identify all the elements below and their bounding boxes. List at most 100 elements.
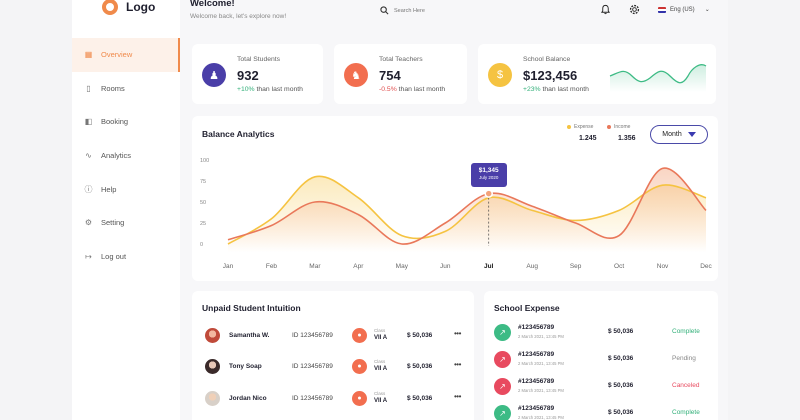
class-value: VII A — [374, 398, 388, 404]
chart-tooltip: $1,345 July 2020 — [470, 162, 507, 187]
analytics-title: Balance Analytics — [202, 129, 275, 139]
class-label: Class — [374, 359, 386, 364]
top-header: Welcome! Welcome back, let's explore now… — [180, 0, 728, 36]
expense-id: #123456789 — [518, 378, 555, 385]
x-tick-label: Jul — [484, 263, 494, 270]
x-tick-label: Jun — [440, 263, 451, 270]
legend-expense-value: 1.245 — [579, 135, 597, 142]
gear-icon: ⚙ — [84, 218, 93, 228]
student-name: Samantha W. — [229, 332, 270, 339]
highlight-point[interactable] — [484, 189, 493, 198]
page-title: Welcome! — [190, 0, 235, 9]
balance-analytics-card: Balance Analytics Expense 1.245 Income 1… — [192, 116, 718, 281]
list-item[interactable]: ↗ #123456789 2 March 2021, 13:45 PM $ 50… — [484, 346, 718, 373]
trend-up-icon: ↗ — [494, 378, 511, 395]
more-icon[interactable]: ••• — [454, 360, 461, 369]
sidebar-item-help[interactable]: ⓘ Help — [72, 172, 180, 206]
section-title: Unpaid Student Intuition — [202, 303, 301, 313]
coins-icon: $ — [488, 63, 512, 87]
grid-icon: ▦ — [84, 50, 93, 60]
chevron-down-icon: ⌄ — [704, 7, 710, 13]
class-value: VII A — [374, 366, 388, 372]
x-tick-label: Dec — [700, 263, 712, 270]
stat-value: 932 — [237, 68, 259, 83]
series-line-expense — [227, 175, 707, 245]
teacher-icon: ♞ — [344, 63, 368, 87]
user-icon: ● — [352, 391, 367, 406]
stat-change: +10% than last month — [237, 86, 303, 93]
series-area-income — [228, 168, 706, 252]
x-tick-label: Nov — [657, 263, 669, 270]
table-row[interactable]: Tony Soap ID 123456789 ● Class VII A $ 5… — [192, 354, 474, 381]
status-badge: Complete — [672, 409, 700, 416]
period-label: Month — [662, 131, 682, 138]
sidebar-item-label: Analytics — [101, 151, 132, 161]
gear-icon[interactable] — [629, 4, 640, 15]
sidebar-item-label: Booking — [101, 117, 129, 127]
table-row[interactable]: Samantha W. ID 123456789 ● Class VII A $… — [192, 323, 474, 350]
us-flag-icon — [658, 6, 666, 13]
sidebar-item-rooms[interactable]: ▯ Rooms — [72, 72, 180, 106]
expense-id: #123456789 — [518, 351, 555, 358]
sidebar: Logo ▦ Overview ▯ Rooms ◧ Booking ∿ Anal… — [72, 0, 180, 420]
status-badge: Complete — [672, 328, 700, 335]
expense-date: 2 March 2021, 13:45 PM — [518, 361, 564, 366]
expense-amount: $ 50,036 — [608, 409, 634, 416]
logo[interactable]: Logo — [102, 0, 155, 15]
expense-date: 2 March 2021, 13:45 PM — [518, 388, 564, 393]
expense-date: 2 March 2021, 13:45 PM — [518, 415, 564, 420]
list-item[interactable]: ↗ #123456789 2 March 2021, 13:45 PM $ 50… — [484, 319, 718, 346]
legend-label: Income — [614, 124, 631, 130]
period-dropdown[interactable]: Month — [650, 125, 708, 144]
unpaid-tuition-card: Unpaid Student Intuition Samantha W. ID … — [192, 291, 474, 420]
sidebar-item-overview[interactable]: ▦ Overview — [72, 38, 180, 72]
x-tick-label: Jan — [223, 263, 234, 270]
sidebar-item-booking[interactable]: ◧ Booking — [72, 105, 180, 139]
status-badge: Pending — [672, 355, 696, 362]
stat-label: Total Teachers — [379, 56, 423, 63]
legend-label: Expense — [574, 124, 594, 130]
help-icon: ⓘ — [84, 184, 93, 194]
sidebar-item-label: Log out — [101, 251, 127, 261]
expense-id: #123456789 — [518, 324, 555, 331]
language-selector[interactable]: Eng (US) ⌄ — [658, 6, 710, 13]
trend-up-icon: ↗ — [494, 324, 511, 341]
door-icon: ▯ — [86, 83, 91, 93]
book-icon: ◧ — [84, 117, 93, 127]
y-tick-label: 75 — [200, 179, 206, 185]
status-badge: Canceled — [672, 382, 700, 389]
legend-income-value: 1.356 — [618, 135, 636, 142]
list-item[interactable]: ↗ #123456789 2 March 2021, 13:45 PM $ 50… — [484, 400, 718, 420]
expense-amount: $ 50,036 — [608, 382, 634, 389]
stat-change: -0.5% than last month — [379, 86, 446, 93]
tooltip-value: $1,345 — [478, 166, 499, 174]
stat-value: 754 — [379, 68, 401, 83]
legend-expense: Expense — [567, 124, 593, 130]
student-id: ID 123456789 — [292, 332, 333, 339]
stat-change: +23% than last month — [523, 86, 589, 93]
legend-dot — [607, 125, 611, 129]
sidebar-item-setting[interactable]: ⚙ Setting — [72, 206, 180, 240]
legend-income: Income — [607, 124, 630, 130]
stat-value: $123,456 — [523, 68, 578, 83]
avatar — [205, 391, 220, 406]
list-item[interactable]: ↗ #123456789 2 March 2021, 13:45 PM $ 50… — [484, 373, 718, 400]
sidebar-item-analytics[interactable]: ∿ Analytics — [72, 139, 180, 173]
expense-date: 2 March 2021, 13:45 PM — [518, 334, 564, 339]
bell-icon[interactable] — [600, 4, 611, 15]
language-label: Eng (US) — [670, 6, 695, 13]
x-tick-label: Apr — [353, 263, 364, 270]
amount: $ 50,036 — [407, 363, 433, 370]
legend-dot — [567, 125, 571, 129]
table-row[interactable]: Jordan Nico ID 123456789 ● Class VII A $… — [192, 386, 474, 413]
search-bar — [380, 6, 454, 15]
search-input[interactable] — [394, 7, 454, 14]
balance-chart: 0 25 50 75 100 Jan Feb Mar Apr May Jun Jul Aug Sep Oc… — [200, 158, 713, 270]
school-expense-card: School Expense ↗ #123456789 2 March 2021… — [484, 291, 718, 420]
more-icon[interactable]: ••• — [454, 392, 461, 401]
sidebar-item-logout[interactable]: ↦ Log out — [72, 240, 180, 274]
logo-icon — [102, 0, 118, 15]
trend-up-icon: ↗ — [494, 405, 511, 420]
more-icon[interactable]: ••• — [454, 329, 461, 338]
balance-sparkline — [609, 64, 707, 92]
